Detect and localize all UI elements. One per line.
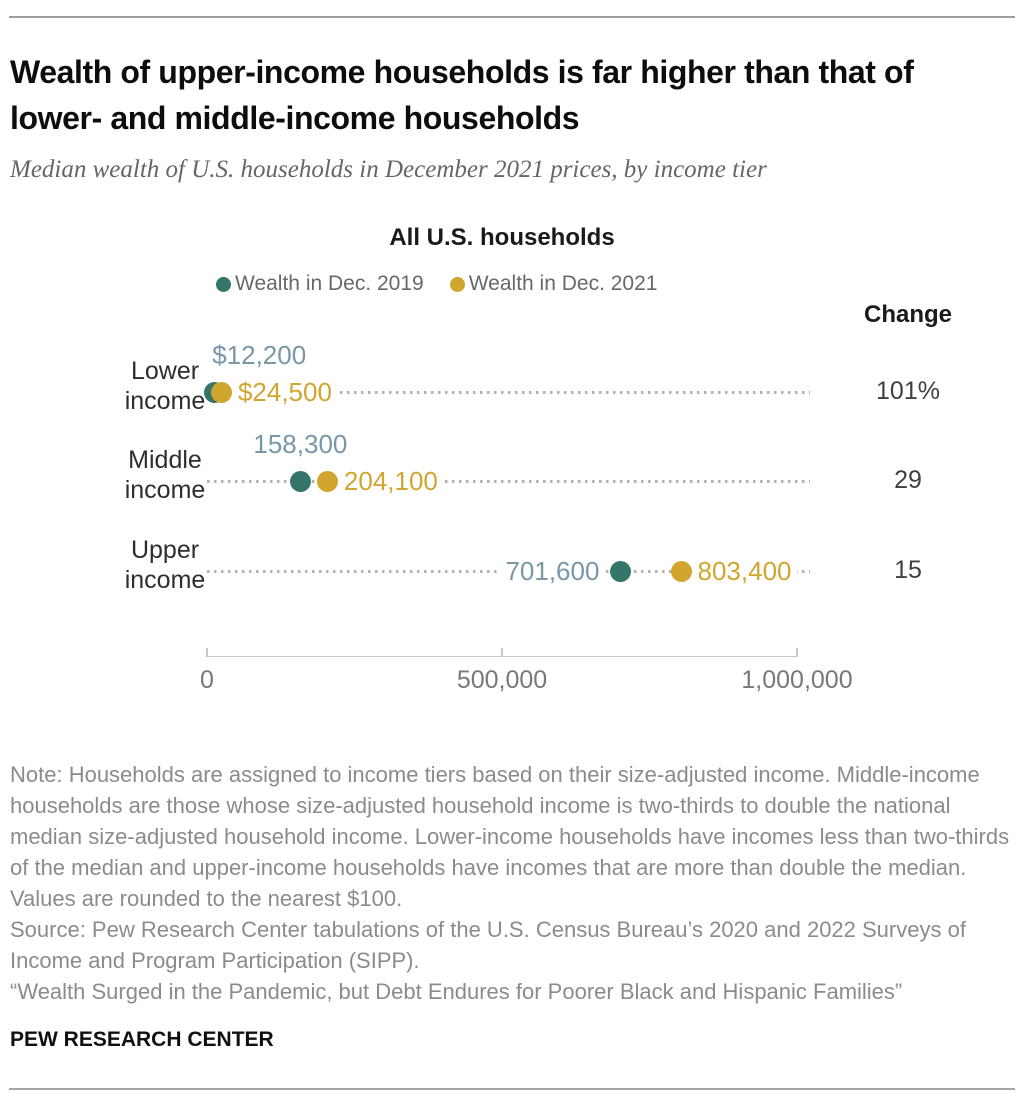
- tier-label: Middle income: [124, 446, 206, 504]
- leader-line: [207, 391, 810, 394]
- value-label-2021: 803,400: [691, 556, 798, 586]
- wealth-dot-plot-chart: All U.S. households Wealth in Dec. 2019 …: [0, 206, 1024, 726]
- x-axis-tick: [501, 648, 503, 657]
- tier-label: Lower income: [124, 357, 206, 415]
- page-title: Wealth of upper-income households is far…: [10, 54, 914, 136]
- x-axis-tick-label: 1,000,000: [741, 666, 853, 694]
- legend-label-2021: Wealth in Dec. 2021: [468, 272, 658, 295]
- x-axis-tick-label: 0: [200, 666, 214, 694]
- dot-2021: [670, 560, 692, 582]
- value-label-2019: 158,300: [253, 429, 348, 459]
- legend-item-2021: Wealth in Dec. 2021: [449, 272, 658, 296]
- footnotes: Note: Households are assigned to income …: [10, 759, 1012, 1007]
- chart-group-title: All U.S. households: [389, 224, 615, 251]
- value-label-2019: 701,600: [499, 556, 606, 586]
- x-axis-tick: [206, 648, 208, 657]
- change-value: 15: [894, 556, 922, 584]
- value-label-2021: $24,500: [231, 377, 338, 407]
- leader-line: [207, 480, 810, 483]
- pew-research-center-wordmark: PEW RESEARCH CENTER: [10, 1028, 274, 1051]
- value-label-2019: $12,200: [212, 340, 307, 370]
- dot-2019: [289, 470, 311, 492]
- legend-dot-2021-icon: [449, 276, 465, 292]
- change-value: 29: [894, 466, 922, 494]
- x-axis-tick: [796, 648, 798, 657]
- chart-subtitle: Median wealth of U.S. households in Dece…: [10, 156, 767, 183]
- note-text: Note: Households are assigned to income …: [10, 762, 1010, 911]
- x-axis-tick-label: 500,000: [456, 666, 548, 694]
- value-label-2021: 204,100: [337, 466, 444, 496]
- top-rule: [9, 16, 1015, 18]
- dot-2021: [210, 381, 232, 403]
- tier-label: Upper income: [124, 536, 206, 594]
- chart-legend: Wealth in Dec. 2019 Wealth in Dec. 2021: [216, 272, 657, 296]
- change-value: 101%: [876, 377, 940, 405]
- report-title-quote: “Wealth Surged in the Pandemic, but Debt…: [10, 979, 903, 1004]
- dot-2021: [316, 470, 338, 492]
- legend-item-2019: Wealth in Dec. 2019: [216, 272, 424, 296]
- bottom-rule: [9, 1088, 1015, 1090]
- change-column-header: Change: [863, 301, 952, 328]
- legend-dot-2019-icon: [216, 276, 231, 292]
- legend-label-2019: Wealth in Dec. 2019: [235, 272, 424, 295]
- source-text: Source: Pew Research Center tabulations …: [10, 917, 966, 973]
- dot-2019: [610, 560, 632, 582]
